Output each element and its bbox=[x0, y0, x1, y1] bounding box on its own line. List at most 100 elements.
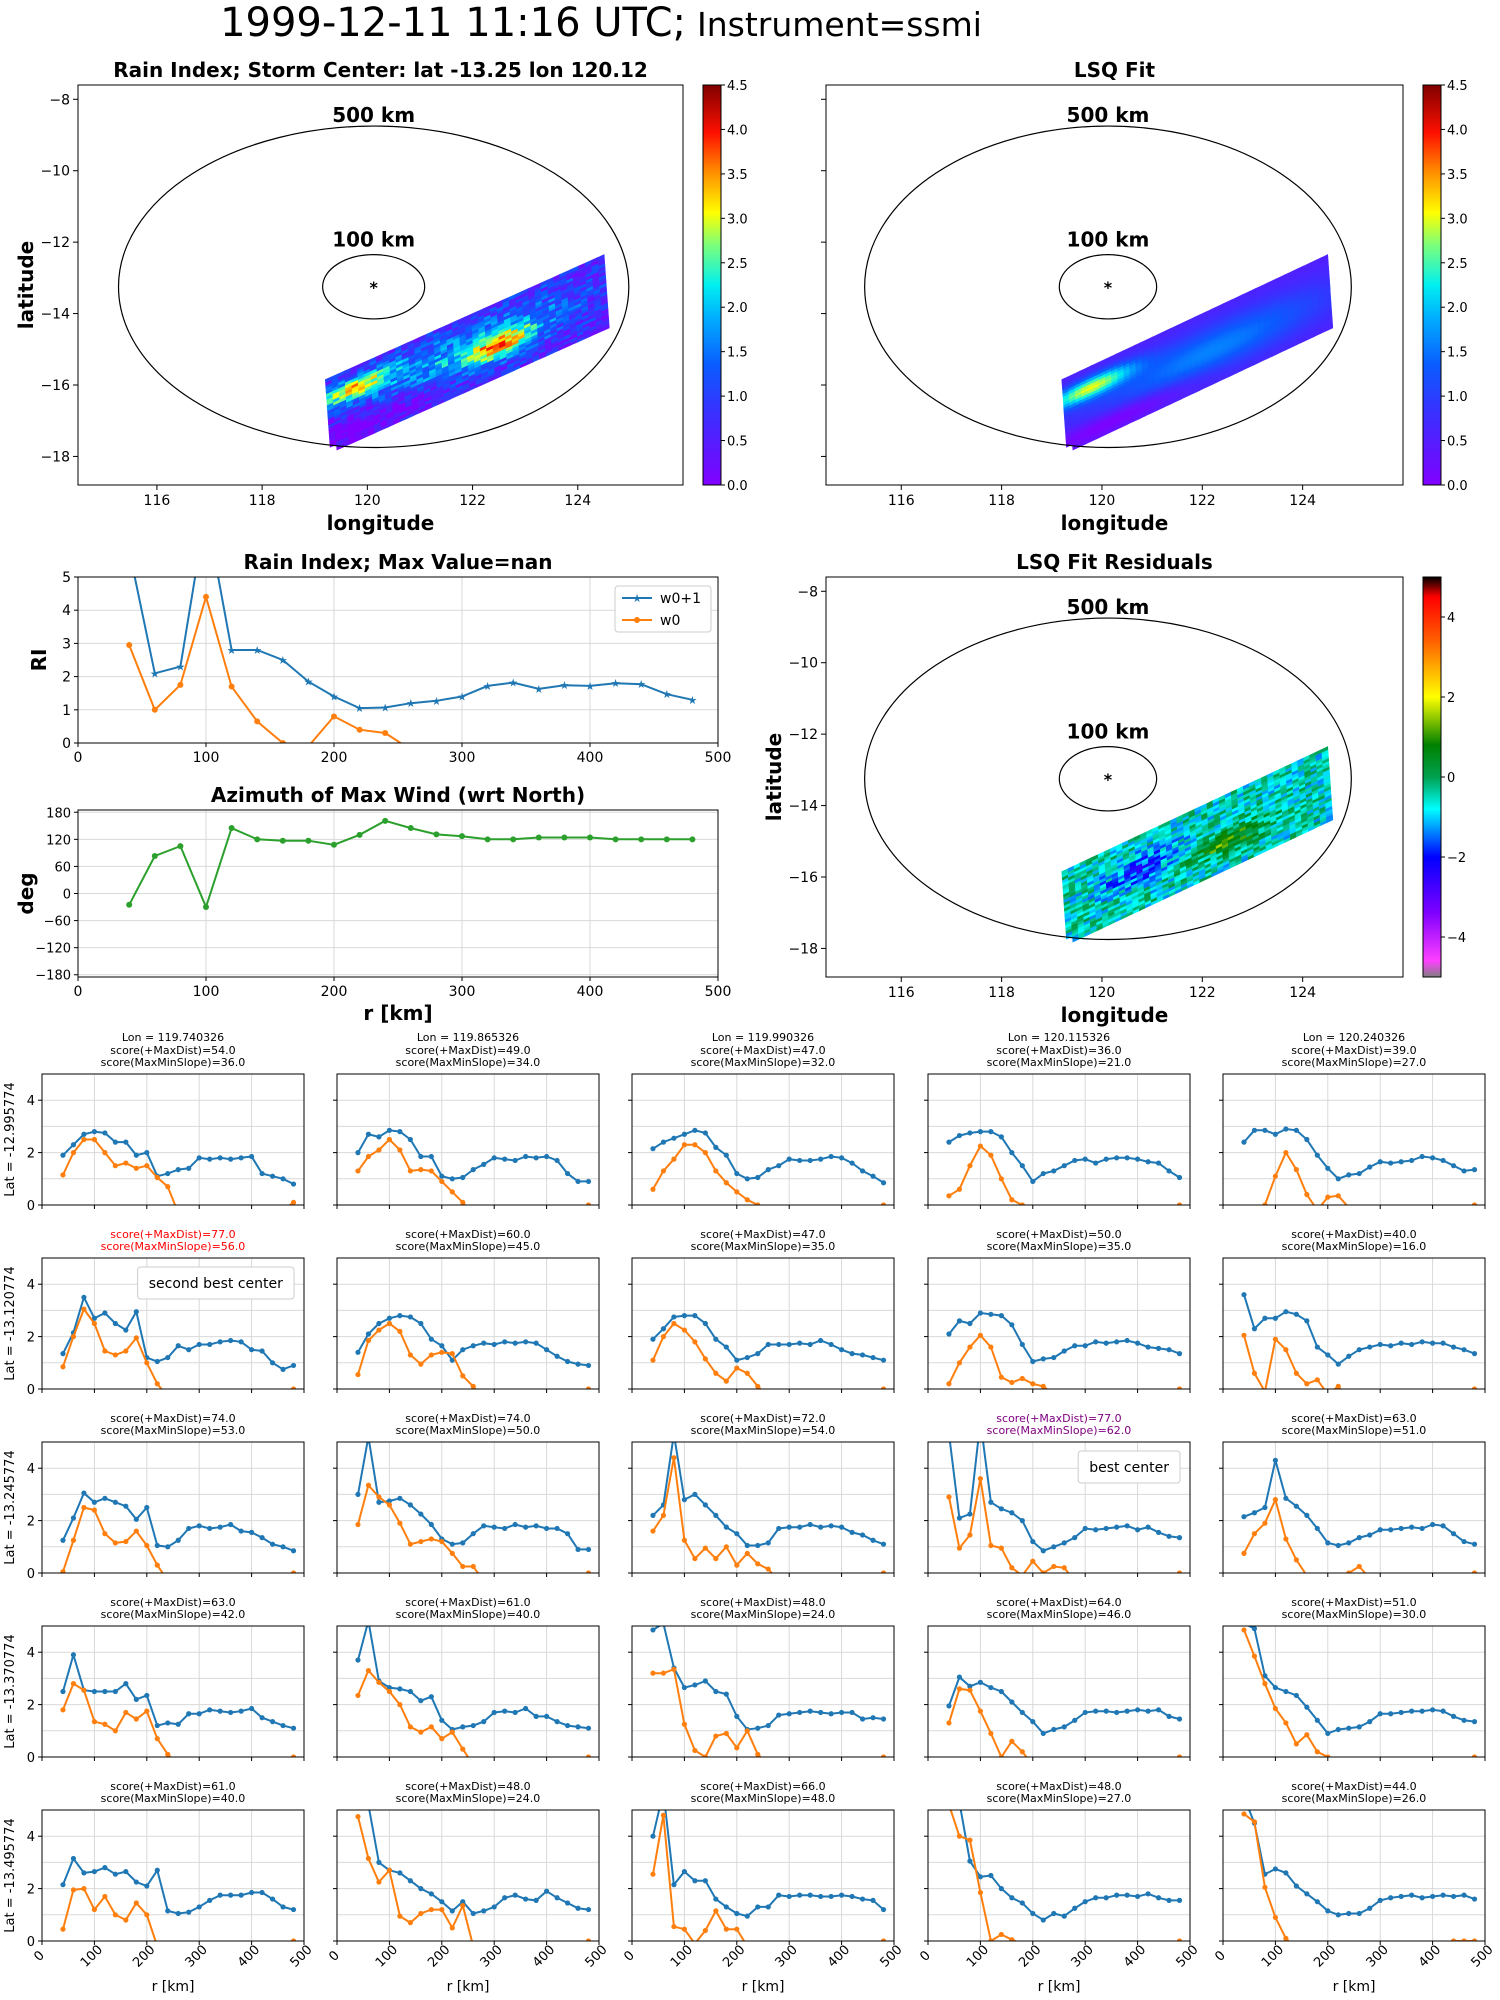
series-layer bbox=[60, 1294, 297, 1405]
data-point bbox=[663, 836, 670, 843]
data-point bbox=[280, 1757, 285, 1762]
data-point bbox=[154, 1542, 160, 1549]
data-point bbox=[386, 1498, 392, 1504]
data-point bbox=[535, 834, 542, 841]
data-point bbox=[1272, 1457, 1278, 1463]
data-point bbox=[977, 1129, 984, 1135]
data-point bbox=[439, 1717, 445, 1723]
data-point bbox=[355, 1692, 361, 1699]
data-point bbox=[765, 1167, 771, 1173]
x-tick-label: 0 bbox=[74, 984, 83, 1000]
data-point bbox=[133, 1335, 139, 1341]
data-point bbox=[744, 1176, 750, 1182]
data-point bbox=[175, 1167, 181, 1173]
data-point bbox=[1166, 1533, 1172, 1539]
data-point bbox=[60, 1351, 66, 1357]
ring-100km bbox=[322, 254, 426, 320]
data-point bbox=[765, 1341, 771, 1348]
series-line bbox=[1243, 1496, 1475, 1573]
data-point bbox=[1061, 1565, 1067, 1571]
colorbar-tick-label: 2.5 bbox=[727, 257, 748, 272]
data-point bbox=[259, 1715, 265, 1721]
data-point bbox=[270, 1757, 275, 1762]
data-point bbox=[713, 1336, 719, 1342]
data-point bbox=[1272, 1131, 1278, 1137]
series-line bbox=[652, 1129, 885, 1184]
data-point bbox=[1314, 1377, 1320, 1383]
data-point bbox=[1124, 1337, 1130, 1344]
x-tick-label: 300 bbox=[449, 750, 476, 766]
data-point bbox=[839, 1524, 845, 1530]
rain-index-legend: ★ w0+1w0 bbox=[614, 585, 712, 633]
candidate-score-maxminslope: score(MaxMinSlope)=35.0 bbox=[691, 1240, 836, 1253]
lsq-residual-map-cells bbox=[1061, 746, 1334, 943]
data-point bbox=[91, 1507, 97, 1513]
data-point bbox=[1145, 1392, 1150, 1397]
data-point bbox=[1156, 1389, 1161, 1394]
data-point bbox=[60, 1707, 66, 1713]
data-point bbox=[1336, 1573, 1341, 1578]
data-point bbox=[449, 1729, 455, 1735]
lsq-residual-map-frame bbox=[825, 576, 1404, 978]
x-tick-label: 120 bbox=[1089, 985, 1116, 1001]
lsq-fit-map-title: LSQ Fit bbox=[1074, 58, 1156, 82]
data-point bbox=[1356, 1535, 1362, 1541]
data-point bbox=[397, 1313, 403, 1319]
data-point bbox=[1093, 1397, 1098, 1402]
candidate-lon-label: Lon = 119.865326 bbox=[417, 1031, 519, 1044]
data-point bbox=[967, 1163, 973, 1169]
series-line bbox=[62, 1682, 294, 1757]
data-point bbox=[186, 1525, 192, 1532]
data-point bbox=[386, 1688, 392, 1695]
center-label: second best center bbox=[149, 1276, 283, 1292]
data-point bbox=[523, 1762, 528, 1767]
data-point bbox=[671, 1314, 677, 1320]
candidate-score-maxdist: score(+MaxDist)=54.0 bbox=[110, 1044, 235, 1057]
data-point bbox=[60, 1569, 66, 1573]
data-point bbox=[692, 1555, 698, 1562]
data-point bbox=[1367, 1400, 1372, 1405]
rain-index-profile-ylabel: RI bbox=[27, 649, 51, 672]
data-point bbox=[554, 1353, 560, 1359]
data-point bbox=[1398, 1525, 1404, 1532]
data-point bbox=[755, 1542, 761, 1549]
data-point bbox=[1241, 1332, 1247, 1338]
data-point bbox=[734, 1365, 740, 1371]
data-point bbox=[144, 1692, 150, 1699]
data-point bbox=[218, 1218, 223, 1223]
data-point bbox=[1124, 1155, 1130, 1161]
data-point bbox=[197, 1400, 202, 1405]
y-tick-label: −60 bbox=[44, 915, 71, 930]
plot-frame bbox=[631, 1441, 895, 1574]
lsq-residual-map-title: LSQ Fit Residuals bbox=[1016, 550, 1213, 574]
data-point bbox=[1125, 1578, 1130, 1583]
data-point bbox=[523, 1397, 528, 1402]
ring-500km bbox=[117, 125, 630, 449]
data-point bbox=[459, 833, 465, 840]
data-point bbox=[1166, 1389, 1171, 1394]
data-point bbox=[513, 1581, 518, 1586]
data-point bbox=[988, 1129, 994, 1135]
data-point bbox=[196, 1711, 202, 1717]
data-point bbox=[449, 1351, 455, 1357]
candidate-score-maxminslope: score(MaxMinSlope)=53.0 bbox=[101, 1424, 246, 1437]
data-point bbox=[1040, 1170, 1046, 1177]
data-point bbox=[1072, 1578, 1077, 1583]
data-point bbox=[81, 1490, 87, 1496]
data-point bbox=[585, 1362, 592, 1369]
data-point bbox=[491, 1341, 497, 1348]
data-point bbox=[534, 1216, 539, 1221]
data-point bbox=[765, 1566, 771, 1572]
data-point bbox=[165, 1394, 170, 1399]
candidate-score-maxdist: score(+MaxDist)=77.0 bbox=[110, 1228, 235, 1241]
series-line bbox=[1243, 1294, 1475, 1366]
plot-frame bbox=[41, 1441, 305, 1574]
data-point bbox=[787, 1218, 792, 1223]
data-point bbox=[776, 1216, 781, 1221]
data-point bbox=[880, 1202, 887, 1205]
candidate-score-maxdist: score(+MaxDist)=63.0 bbox=[1291, 1412, 1416, 1425]
data-point bbox=[1241, 1139, 1247, 1145]
data-point bbox=[238, 1339, 244, 1345]
data-point bbox=[681, 1131, 688, 1137]
data-point bbox=[1062, 1397, 1067, 1402]
